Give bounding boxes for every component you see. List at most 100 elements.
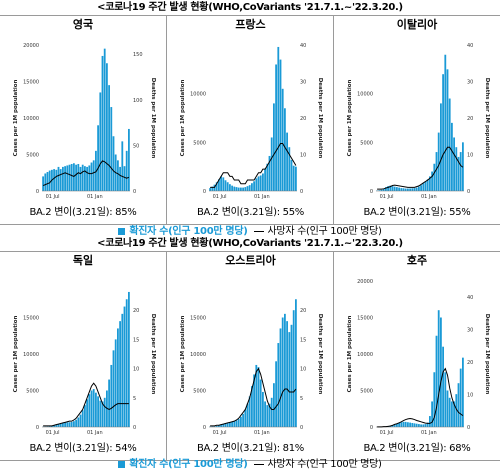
x-tick-label: 01 Jul — [213, 430, 227, 436]
case-bar — [110, 107, 113, 191]
case-bar — [420, 185, 422, 191]
case-bar — [448, 98, 451, 191]
deaths-line — [42, 160, 130, 186]
case-bar — [46, 172, 49, 191]
y2-tick-label: 10 — [133, 367, 139, 373]
case-bar — [229, 184, 231, 191]
case-bar — [73, 163, 75, 191]
y-tick-label: 10000 — [357, 92, 373, 98]
case-bar — [462, 357, 464, 427]
case-bar — [382, 188, 385, 191]
case-bar — [86, 399, 88, 427]
case-bar — [215, 425, 218, 427]
case-bar — [275, 64, 277, 191]
case-bar — [270, 397, 273, 427]
country-title: 이탈리아 — [396, 18, 438, 31]
case-bar — [75, 419, 77, 427]
x-tick-label: 01 Jan — [87, 430, 103, 436]
case-bar — [233, 186, 236, 191]
deaths-line — [377, 146, 464, 190]
case-bar — [393, 186, 396, 191]
case-bar — [112, 350, 115, 427]
case-bar — [259, 379, 262, 427]
case-bar — [398, 187, 400, 191]
case-bar — [435, 152, 438, 191]
country-title: 영국 — [72, 18, 94, 31]
case-bar — [422, 424, 425, 427]
case-bar — [86, 166, 88, 191]
case-bar — [123, 306, 126, 427]
case-bar — [121, 313, 124, 427]
cell-germany: 독일 0 5000 10000 15000 0 5 10 15 20 Cases per 1M p… — [0, 252, 166, 460]
case-bar — [211, 186, 214, 191]
case-bar — [90, 162, 93, 191]
case-bar — [378, 190, 381, 191]
x-tick-label: 01 Jul — [213, 194, 227, 200]
case-bar — [242, 187, 244, 191]
case-bar — [114, 339, 117, 427]
case-bar — [290, 324, 293, 427]
case-bar — [404, 421, 407, 427]
case-bar — [279, 59, 282, 191]
case-bar — [396, 423, 398, 427]
case-bar — [79, 166, 82, 191]
case-bar — [268, 155, 271, 191]
case-bar — [387, 186, 389, 191]
case-bar — [391, 425, 394, 427]
case-bar — [73, 421, 75, 427]
case-bar — [215, 182, 218, 191]
variant-stat: BA.2 변이(3.21일): 81% — [197, 443, 304, 454]
deaths-line-swatch — [253, 463, 264, 465]
y-tick-label: 0 — [203, 189, 206, 195]
case-bar — [455, 394, 458, 427]
x-tick-label: 01 Jul — [380, 430, 394, 436]
case-bar — [224, 422, 227, 427]
country-title: 호주 — [406, 254, 428, 267]
y-tick-label: 10000 — [23, 116, 39, 122]
y2-tick-label: 30 — [467, 328, 473, 334]
y-tick-label: 10000 — [23, 352, 39, 358]
case-bar — [286, 321, 288, 427]
case-bar — [429, 176, 431, 191]
case-bar — [248, 396, 251, 427]
y2-tick-label: 40 — [300, 43, 306, 49]
case-bar — [51, 425, 53, 427]
x-tick-label: 01 Jul — [46, 430, 60, 436]
case-bar — [244, 409, 247, 427]
case-bar — [253, 181, 255, 191]
case-bar — [84, 405, 86, 427]
legend-cases-label: 확진자 수(인구 100만 명당) — [129, 459, 248, 470]
case-bar — [121, 141, 124, 191]
case-bar — [400, 422, 403, 427]
y-tick-label: 10000 — [190, 92, 206, 98]
case-bar — [59, 423, 62, 427]
chart-australia: 0 5000 10000 15000 20000 0 10 20 30 40 Cases per 1… — [347, 279, 490, 436]
case-bar — [92, 160, 95, 191]
case-bar — [380, 189, 383, 191]
y2-tick-label: 15 — [133, 337, 139, 343]
case-bar — [286, 132, 288, 191]
case-bar — [218, 425, 220, 427]
case-bar — [53, 425, 55, 427]
case-bar — [246, 186, 249, 191]
country-title: 오스트리아 — [225, 254, 276, 267]
case-bar — [398, 422, 400, 427]
y2-tick-label: 30 — [300, 80, 306, 86]
y2-tick-label: 0 — [467, 189, 470, 195]
caption-top: <코로나19 주간 발생 현황(WHO,CoVariants '21.7.1.~… — [97, 2, 403, 13]
case-bar — [431, 401, 433, 427]
case-bar — [288, 332, 291, 427]
case-bar — [424, 181, 427, 191]
y2-tick-label: 50 — [133, 143, 139, 149]
case-bar — [68, 164, 71, 191]
y2-tick-label: 150 — [133, 52, 143, 58]
chart-grid-top: 영국 0 5000 10000 15000 20000 0 50 100 150 Cases pe… — [0, 15, 500, 225]
case-bar — [119, 321, 121, 427]
case-bar — [418, 186, 420, 191]
case-bar — [442, 74, 444, 191]
case-bar — [281, 88, 284, 191]
case-bar — [99, 400, 102, 427]
case-bar — [75, 164, 77, 191]
case-bar — [66, 165, 69, 191]
case-bar — [108, 85, 110, 191]
